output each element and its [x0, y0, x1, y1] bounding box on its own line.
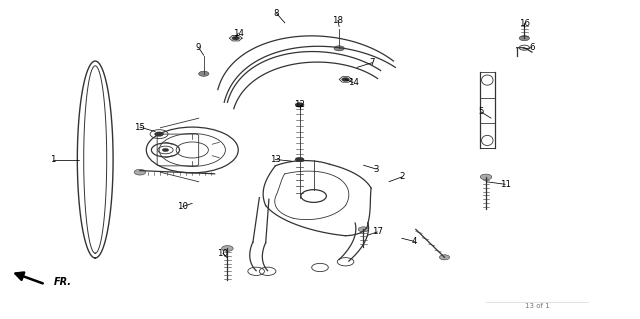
Circle shape — [295, 103, 304, 107]
Circle shape — [342, 78, 349, 81]
Circle shape — [334, 46, 344, 51]
Text: 11: 11 — [500, 180, 511, 189]
Text: 8: 8 — [274, 9, 279, 18]
Text: FR.: FR. — [54, 277, 72, 287]
Text: 10: 10 — [218, 249, 228, 258]
Text: 9: 9 — [196, 43, 202, 52]
Text: 4: 4 — [412, 237, 417, 246]
Text: 12: 12 — [294, 100, 305, 109]
Text: 16: 16 — [519, 19, 530, 28]
Text: 6: 6 — [529, 43, 535, 52]
Circle shape — [134, 169, 146, 175]
Circle shape — [155, 132, 164, 136]
Text: 13 of 1: 13 of 1 — [525, 303, 550, 309]
Text: 7: 7 — [370, 58, 375, 67]
Text: 17: 17 — [372, 227, 383, 236]
Circle shape — [519, 36, 529, 41]
Text: 14: 14 — [233, 29, 244, 38]
Circle shape — [221, 246, 233, 251]
Text: 15: 15 — [134, 122, 145, 132]
Text: 14: 14 — [348, 78, 358, 87]
Circle shape — [358, 227, 369, 232]
Circle shape — [232, 36, 239, 40]
Text: 5: 5 — [478, 108, 484, 116]
Text: 10: 10 — [177, 202, 188, 211]
Text: 18: 18 — [332, 16, 344, 25]
Circle shape — [198, 71, 209, 76]
Text: 2: 2 — [399, 173, 404, 182]
Circle shape — [295, 157, 304, 162]
Circle shape — [440, 255, 450, 260]
Text: 13: 13 — [270, 155, 281, 164]
Text: 3: 3 — [374, 165, 379, 174]
Text: 1: 1 — [51, 155, 56, 164]
Circle shape — [163, 148, 169, 152]
Circle shape — [480, 174, 492, 180]
